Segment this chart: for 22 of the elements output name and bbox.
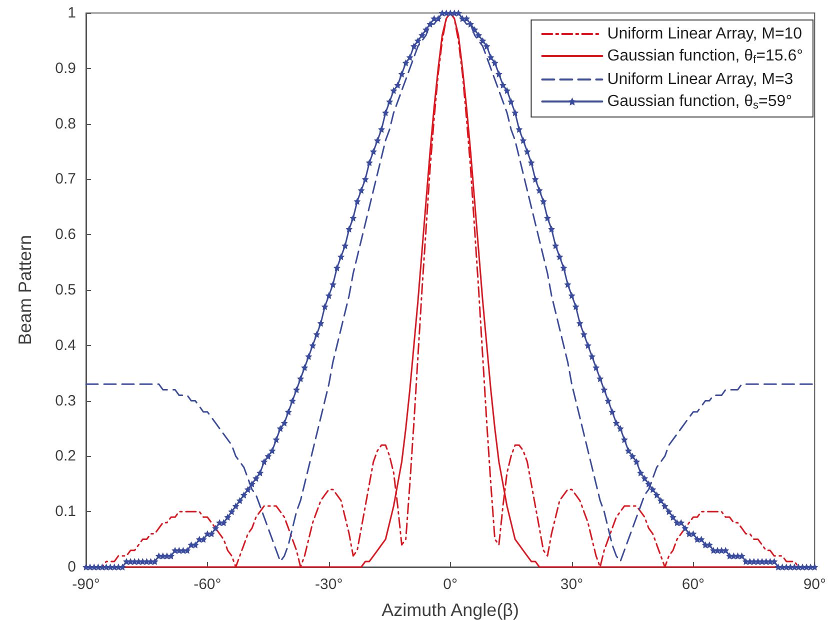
x-tick-label: -30° bbox=[315, 576, 343, 593]
y-tick-label: 0.5 bbox=[55, 282, 76, 298]
y-tick-label: 0.9 bbox=[55, 60, 76, 77]
legend-label: Uniform Linear Array, M=3 bbox=[607, 71, 794, 88]
y-tick-label: 0 bbox=[68, 558, 76, 576]
x-tick-label: 30° bbox=[560, 576, 584, 593]
x-tick-label: 90° bbox=[803, 576, 826, 593]
y-tick-label: 0.2 bbox=[55, 448, 76, 465]
x-tick-label: -90° bbox=[72, 576, 100, 593]
y-tick-label: 0.8 bbox=[55, 115, 76, 132]
x-axis-title: Azimuth Angle(β) bbox=[382, 600, 520, 620]
x-tick-label: 60° bbox=[682, 576, 705, 593]
y-tick-label: 0.1 bbox=[55, 503, 76, 520]
y-tick-label: 0.3 bbox=[55, 392, 76, 410]
x-tick-label: 0° bbox=[443, 576, 458, 593]
y-tick-label: 0.7 bbox=[55, 170, 76, 188]
y-tick-label: 0.6 bbox=[55, 226, 76, 244]
y-tick-label: 0.4 bbox=[55, 336, 76, 354]
y-tick-label: 1 bbox=[68, 4, 76, 22]
legend-label: Uniform Linear Array, M=10 bbox=[607, 26, 802, 42]
y-axis-title: Beam Pattern bbox=[15, 234, 35, 346]
x-tick-label: -60° bbox=[194, 576, 222, 593]
